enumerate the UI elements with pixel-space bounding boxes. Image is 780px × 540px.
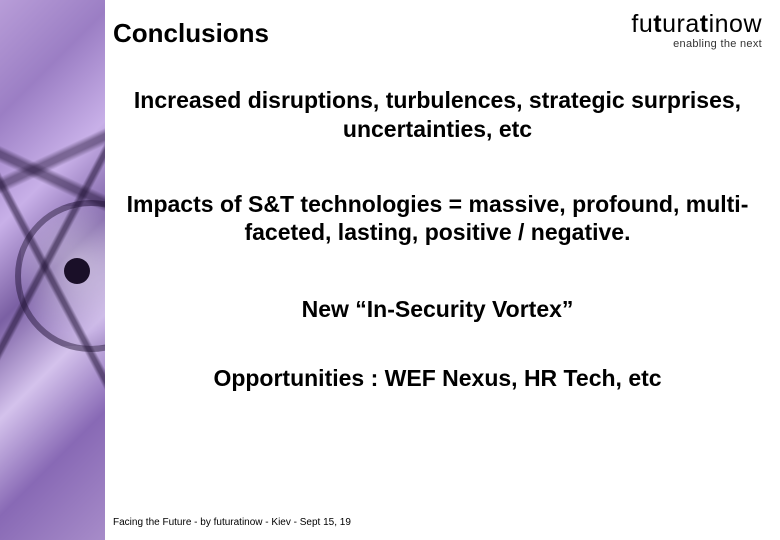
sidebar-decorative-image (0, 0, 105, 540)
paragraph-3: New “In-Security Vortex” (113, 295, 762, 324)
slide-footer: Facing the Future - by futuratinow - Kie… (113, 517, 351, 528)
slide-body: Increased disruptions, turbulences, stra… (113, 86, 762, 500)
paragraph-1: Increased disruptions, turbulences, stra… (113, 86, 762, 144)
brand-tagline: enabling the next (631, 39, 762, 50)
brand-name: futuratinow (631, 12, 762, 37)
brand-logo: futuratinow enabling the next (631, 12, 762, 50)
paragraph-4: Opportunities : WEF Nexus, HR Tech, etc (113, 364, 762, 393)
paragraph-2: Impacts of S&T technologies = massive, p… (113, 190, 762, 248)
slide: futuratinow enabling the next Conclusion… (0, 0, 780, 540)
telescope-struts-overlay (0, 0, 105, 540)
content-area: futuratinow enabling the next Conclusion… (105, 0, 780, 540)
